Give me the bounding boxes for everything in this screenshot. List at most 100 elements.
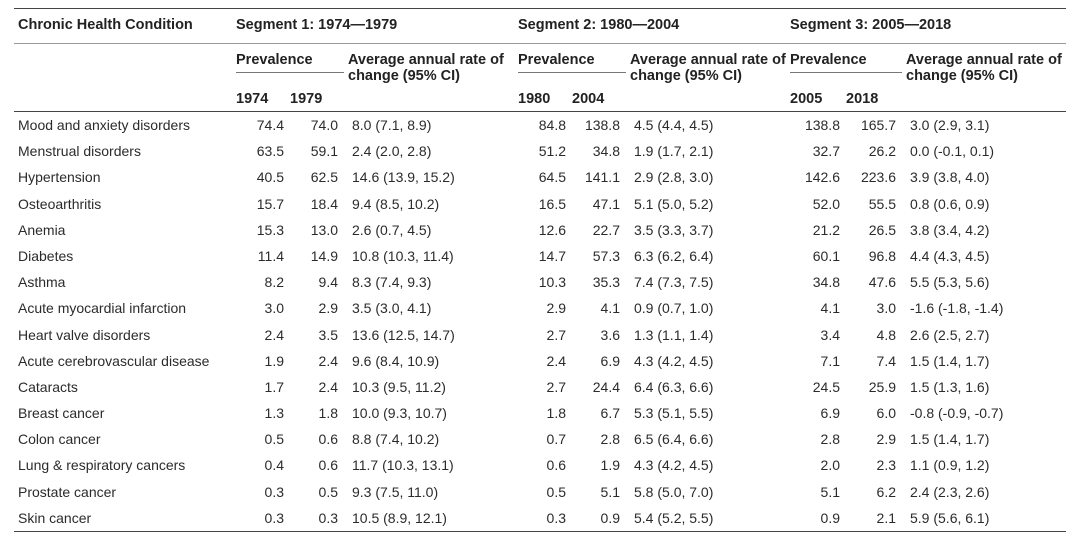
- prevalence-cell: 0.9: [790, 504, 846, 532]
- prevalence-cell: 0.7: [546, 431, 566, 448]
- rate-cell: 1.5 (1.3, 1.6): [910, 378, 990, 395]
- prevalence-cell: 8.2: [264, 274, 284, 291]
- prevalence-cell: 62.5: [310, 169, 338, 186]
- table-row: Osteoarthritis 15.7 18.4 9.4 (8.5, 10.2) 16.…: [14, 191, 1066, 217]
- rate-cell: 5.5 (5.3, 5.6): [910, 274, 990, 291]
- rate-cell: 3.5 (3.0, 4.1): [352, 300, 432, 317]
- prevalence-cell: 51.2: [538, 143, 566, 160]
- prevalence-cell: 35.3: [592, 274, 620, 291]
- prevalence-cell: 0.3: [518, 504, 572, 532]
- table-row: Lung & respiratory cancers 0.4 0.6 11.7 (10…: [14, 452, 1066, 478]
- rate-cell: 5.9 (5.6, 6.1): [902, 504, 1066, 532]
- rate-cell: 10.0 (9.3, 10.7): [352, 405, 447, 422]
- prevalence-cell: 74.4: [256, 117, 284, 133]
- table-row: Prostate cancer 0.3 0.5 9.3 (7.5, 11.0) 0.5 5…: [14, 479, 1066, 505]
- table-row: Diabetes 11.4 14.9 10.8 (10.3, 11.4) 14.7 57.…: [14, 243, 1066, 269]
- rate-cell: 9.6 (8.4, 10.9): [352, 352, 440, 369]
- rate-cell: 6.4 (6.3, 6.6): [634, 378, 714, 395]
- segment-3-prevalence-header: Prevalence: [790, 43, 902, 73]
- year-header: 1979: [290, 72, 344, 112]
- segment-2-prevalence-header: Prevalence: [518, 43, 626, 73]
- prevalence-cell: 1.9: [600, 457, 620, 474]
- rate-cell: 5.4 (5.2, 5.5): [626, 504, 790, 532]
- rate-cell: 2.4 (2.3, 2.6): [910, 483, 990, 500]
- rate-cell: 0.8 (0.6, 0.9): [910, 195, 990, 212]
- prevalence-cell: 138.8: [804, 117, 840, 133]
- prevalence-cell: 5.1: [820, 483, 840, 500]
- prevalence-cell: 18.4: [310, 195, 338, 212]
- rate-cell: 3.8 (3.4, 4.2): [910, 221, 990, 238]
- year-header: 2004: [572, 72, 626, 112]
- condition-name: Prostate cancer: [18, 483, 117, 500]
- prevalence-cell: 34.8: [812, 274, 840, 291]
- prevalence-cell: 0.3: [290, 504, 344, 532]
- prevalence-cell: 96.8: [868, 247, 896, 264]
- prevalence-cell: 3.0: [264, 300, 284, 317]
- table-row: Acute cerebrovascular disease 1.9 2.4 9.6 (…: [14, 348, 1066, 374]
- prevalence-cell: 2.0: [820, 457, 840, 474]
- rate-cell: 2.9 (2.8, 3.0): [634, 169, 714, 186]
- prevalence-cell: 1.7: [264, 378, 284, 395]
- prevalence-cell: 26.5: [868, 221, 896, 238]
- prevalence-cell: 63.5: [256, 143, 284, 160]
- prevalence-cell: 2.3: [876, 457, 896, 474]
- prevalence-cell: 47.6: [868, 274, 896, 291]
- rate-cell: 10.5 (8.9, 12.1): [344, 504, 518, 532]
- prevalence-cell: 1.9: [264, 352, 284, 369]
- prevalence-cell: 0.6: [318, 431, 338, 448]
- prevalence-cell: 0.6: [318, 457, 338, 474]
- table-row: Cataracts 1.7 2.4 10.3 (9.5, 11.2) 2.7 24.4 6.…: [14, 374, 1066, 400]
- prevalence-cell: 4.1: [820, 300, 840, 317]
- condition-name: Cataracts: [18, 378, 78, 395]
- prevalence-cell: 6.9: [820, 405, 840, 422]
- prevalence-cell: 14.7: [538, 247, 566, 264]
- rate-cell: 3.5 (3.3, 3.7): [634, 221, 714, 238]
- prevalence-cell: 4.1: [600, 300, 620, 317]
- rate-cell: 9.4 (8.5, 10.2): [352, 195, 440, 212]
- year-header: 2005: [790, 72, 846, 112]
- rate-cell: 2.6 (0.7, 4.5): [352, 221, 432, 238]
- prevalence-cell: 3.0: [876, 300, 896, 317]
- prevalence-cell: 32.7: [812, 143, 840, 160]
- condition-name: Menstrual disorders: [18, 143, 141, 160]
- prevalence-cell: 1.3: [264, 405, 284, 422]
- rate-cell: 4.3 (4.2, 4.5): [634, 457, 714, 474]
- table-row: Asthma 8.2 9.4 8.3 (7.4, 9.3) 10.3 35.3 7.4 (7…: [14, 269, 1066, 295]
- rate-cell: 4.5 (4.4, 4.5): [634, 117, 714, 133]
- year-header: 1980: [518, 72, 572, 112]
- prevalence-cell: 0.5: [318, 483, 338, 500]
- prevalence-cell: 11.4: [257, 247, 284, 264]
- table-row: Acute myocardial infarction 3.0 2.9 3.5 (3.…: [14, 295, 1066, 321]
- table-row: Breast cancer 1.3 1.8 10.0 (9.3, 10.7) 1.8 6.…: [14, 400, 1066, 426]
- prevalence-cell: 16.5: [538, 195, 566, 212]
- table-row: Mood and anxiety disorders 74.4 74.0 8.0 (7…: [14, 112, 1066, 139]
- rate-cell: 1.9 (1.7, 2.1): [634, 143, 714, 160]
- condition-name: Breast cancer: [18, 405, 105, 422]
- prevalence-cell: 24.4: [592, 378, 620, 395]
- prevalence-cell: 2.1: [846, 504, 902, 532]
- prevalence-cell: 142.6: [804, 169, 840, 186]
- prevalence-cell: 223.6: [860, 169, 896, 186]
- rate-cell: 0.0 (-0.1, 0.1): [910, 143, 995, 160]
- segment-2-rate-header: Average annual rate of change (95% CI): [626, 43, 790, 112]
- rate-cell: 10.8 (10.3, 11.4): [352, 247, 454, 264]
- rate-cell: 1.5 (1.4, 1.7): [910, 431, 990, 448]
- rate-cell: 5.1 (5.0, 5.2): [634, 195, 714, 212]
- prevalence-cell: 22.7: [592, 221, 620, 238]
- table-row: Skin cancer 0.3 0.3 10.5 (8.9, 12.1) 0.3 0.9 5…: [14, 504, 1066, 532]
- prevalence-cell: 13.0: [310, 221, 338, 238]
- prevalence-cell: 15.7: [256, 195, 284, 212]
- rate-cell: 14.6 (13.9, 15.2): [352, 169, 455, 186]
- prevalence-cell: 2.4: [318, 352, 338, 369]
- rate-cell: 2.6 (2.5, 2.7): [910, 326, 990, 343]
- prevalence-cell: 64.5: [538, 169, 566, 186]
- prevalence-cell: 0.5: [546, 483, 566, 500]
- prevalence-cell: 2.7: [546, 326, 566, 343]
- rate-cell: 5.3 (5.1, 5.5): [634, 405, 714, 422]
- prevalence-cell: 21.2: [812, 221, 840, 238]
- prevalence-cell: 2.4: [318, 378, 338, 395]
- prevalence-cell: 2.4: [264, 326, 284, 343]
- rate-cell: 7.4 (7.3, 7.5): [634, 274, 714, 291]
- prevalence-cell: 0.3: [236, 504, 290, 532]
- health-conditions-table: Chronic Health Condition Segment 1: 1974…: [14, 8, 1066, 532]
